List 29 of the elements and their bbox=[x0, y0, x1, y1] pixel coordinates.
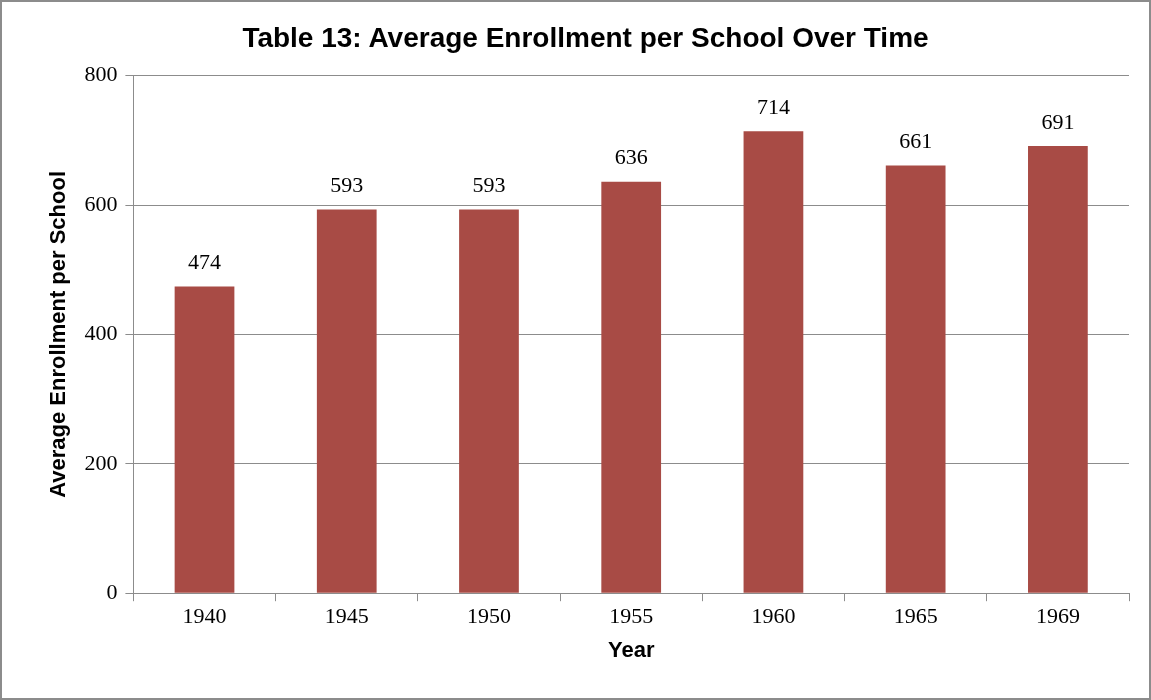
x-tick-label: 1960 bbox=[751, 603, 796, 629]
data-label: 661 bbox=[899, 128, 933, 154]
y-axis-title: Average Enrollment per School bbox=[45, 170, 71, 498]
y-tick-label: 400 bbox=[84, 320, 118, 346]
x-tick-label: 1940 bbox=[182, 603, 227, 629]
y-tick-label: 0 bbox=[106, 578, 118, 604]
data-label: 691 bbox=[1041, 108, 1075, 134]
bar bbox=[1028, 146, 1088, 593]
bar bbox=[601, 181, 662, 593]
bar bbox=[459, 209, 519, 593]
x-tick-label: 1950 bbox=[466, 603, 511, 629]
data-label: 636 bbox=[614, 144, 648, 170]
bar bbox=[743, 131, 804, 593]
bar bbox=[885, 165, 946, 593]
data-label: 593 bbox=[472, 172, 506, 198]
x-axis-title: Year bbox=[607, 636, 655, 662]
data-label: 474 bbox=[188, 249, 222, 275]
data-label: 593 bbox=[330, 172, 364, 198]
chart-title: Table 13: Average Enrollment per School Over Time bbox=[242, 21, 929, 53]
bar bbox=[174, 286, 235, 593]
bar bbox=[316, 209, 377, 593]
x-tick-label: 1945 bbox=[324, 603, 369, 629]
x-tick-label: 1965 bbox=[893, 603, 938, 629]
x-tick-label: 1969 bbox=[1035, 603, 1080, 629]
x-tick-label: 1955 bbox=[609, 603, 654, 629]
y-tick-label: 200 bbox=[84, 449, 118, 475]
y-tick-label: 800 bbox=[84, 61, 118, 87]
y-tick-label: 600 bbox=[84, 190, 118, 216]
data-label: 714 bbox=[756, 94, 790, 120]
